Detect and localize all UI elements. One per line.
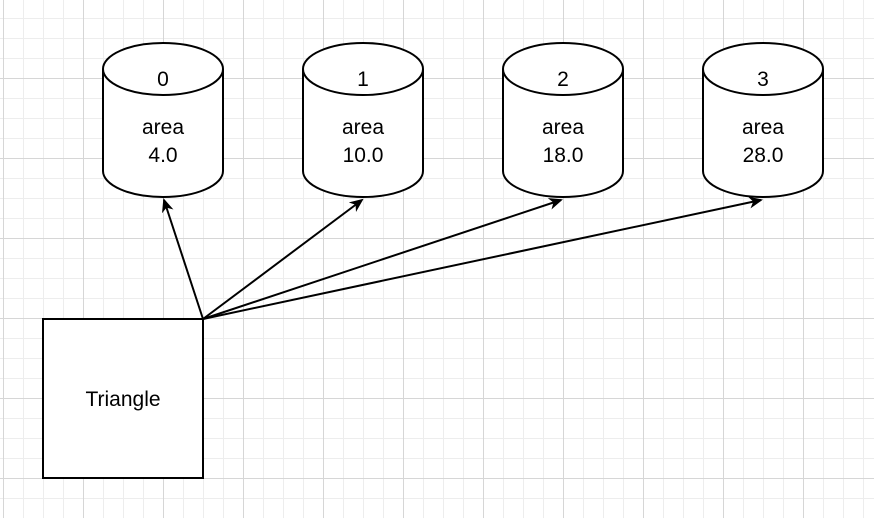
cylinder-3-title: 3 [757,68,769,91]
cylinder-1-line1: area [342,116,384,139]
arrow-to-cylinder-1 [202,198,364,320]
cylinder-0-value: 4.0 [148,144,177,167]
cylinder-2[interactable]: 2 area 18.0 [502,42,624,198]
cylinder-0-title: 0 [157,68,169,91]
cylinder-3[interactable]: 3 area 28.0 [702,42,824,198]
arrow-to-cylinder-3 [202,196,763,320]
cylinder-3-value: 28.0 [743,144,784,167]
triangle-box-label: Triangle [85,388,160,411]
cylinder-1-value: 10.0 [343,144,384,167]
cylinder-2-line1: area [542,116,584,139]
cylinder-1-title: 1 [357,68,369,91]
cylinder-3-line1: area [742,116,784,139]
arrow-to-cylinder-2 [202,198,563,320]
arrows [162,196,763,320]
cylinder-1[interactable]: 1 area 10.0 [302,42,424,198]
cylinder-2-value: 18.0 [543,144,584,167]
triangle-box[interactable]: Triangle [42,318,204,479]
arrow-to-cylinder-0 [162,198,204,320]
cylinder-0[interactable]: 0 area 4.0 [102,42,224,198]
cylinder-0-line1: area [142,116,184,139]
cylinder-2-title: 2 [557,68,569,91]
